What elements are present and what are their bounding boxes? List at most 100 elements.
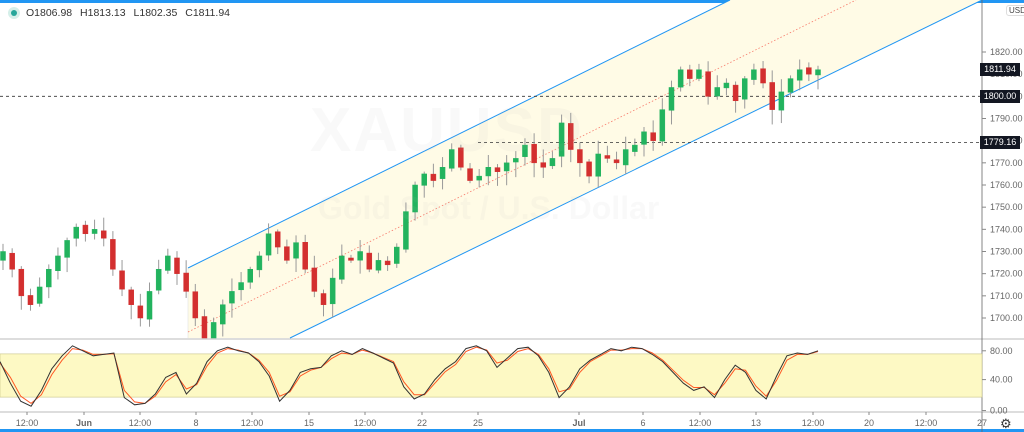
price-tag: 1779.16 [980, 136, 1020, 150]
candle-body [274, 231, 281, 248]
bottom-accent-bar [0, 429, 1024, 432]
candle-body [375, 260, 382, 271]
candle-body [687, 69, 693, 79]
candle-body [100, 230, 107, 239]
candle-body [723, 82, 730, 89]
candle-body [448, 149, 455, 169]
price-tick-label: 1750.00 [990, 202, 1023, 212]
candle-body [183, 272, 189, 292]
candle-body [467, 168, 473, 181]
candle-body [769, 82, 775, 110]
candle-body [604, 155, 611, 159]
time-tick-label: 22 [417, 418, 427, 428]
time-tick-label: Jul [572, 418, 585, 428]
time-tick-label: Jun [76, 418, 92, 428]
candle-body [714, 87, 721, 97]
candle-body [73, 226, 80, 239]
candle-body [540, 162, 547, 168]
price-tick-label: 1710.00 [990, 291, 1023, 301]
price-tick-label: 1790.00 [990, 114, 1023, 124]
time-tick-label: 13 [751, 418, 761, 428]
time-tick-label: 12:00 [802, 418, 825, 428]
candle-body [27, 295, 34, 305]
candle-body [732, 84, 739, 102]
candle-body [320, 293, 327, 305]
candle-body [595, 153, 601, 177]
candle-body [476, 175, 482, 181]
channel-lower-line [289, 0, 983, 339]
high-value: H1813.13 [80, 7, 126, 19]
candle-body [659, 109, 666, 142]
currency-label[interactable]: USD [1006, 5, 1024, 16]
candle-body [366, 252, 373, 270]
time-tick-label: 15 [304, 418, 314, 428]
time-tick-label: 12:00 [915, 418, 938, 428]
oscillator-tick-label: 80.00 [990, 346, 1013, 356]
candle-body [568, 123, 574, 150]
price-tick-label: 1820.00 [990, 47, 1023, 57]
candle-body [522, 144, 528, 157]
candle-body [256, 255, 263, 271]
candle-body [55, 255, 61, 271]
candle-body [586, 161, 592, 177]
candle-body [741, 78, 748, 100]
low-value: L1802.35 [133, 7, 178, 19]
candle-body [64, 240, 70, 258]
candle-body [815, 69, 821, 76]
candle-body [577, 149, 583, 164]
candle-body [82, 224, 89, 235]
candle-body [0, 251, 6, 261]
time-tick-label: 12:00 [689, 418, 712, 428]
candle-body [421, 173, 427, 186]
candle-body [485, 167, 492, 177]
time-tick-label: 12:00 [16, 418, 39, 428]
candle-body [394, 246, 400, 264]
candle-body [284, 246, 290, 261]
time-tick-label: 20 [864, 418, 874, 428]
price-tick-label: 1760.00 [990, 180, 1023, 190]
oscillator-tick-label: 40.00 [990, 375, 1013, 385]
oscillator-band [0, 353, 983, 398]
close-value: C1811.94 [185, 7, 230, 19]
candle-body [760, 68, 766, 84]
candle-body [357, 251, 363, 261]
candle-body [513, 158, 519, 163]
candle-body [210, 322, 217, 339]
candle-body [348, 257, 354, 261]
candle-body [650, 132, 656, 141]
time-tick-label: 12:00 [241, 418, 264, 428]
candle-body [146, 291, 153, 320]
price-tick-label: 1770.00 [990, 158, 1023, 168]
time-tick-label: 12:00 [354, 418, 377, 428]
candle-body [549, 158, 556, 167]
candle-body [238, 282, 244, 291]
candle-body [796, 69, 803, 81]
candle-body [201, 316, 208, 339]
candle-body [302, 241, 308, 270]
candle-body [751, 69, 757, 80]
candle-body [531, 143, 537, 164]
open-value: O1806.98 [26, 7, 73, 19]
candle-body [155, 268, 162, 291]
candle-body [174, 257, 180, 274]
candle-body [91, 229, 98, 234]
candle-body [293, 242, 299, 259]
time-tick-label: 25 [473, 418, 483, 428]
price-tag: 1811.94 [980, 63, 1020, 77]
candle-body [9, 252, 15, 270]
candle-body [613, 159, 620, 164]
candle-body [18, 268, 25, 297]
candle-body [458, 147, 464, 168]
candle-body [696, 69, 702, 79]
candle-body [46, 268, 52, 288]
candle-body [403, 211, 409, 250]
ohlc-values: O1806.98 H1813.13 L1802.35 C1811.94 [26, 7, 235, 19]
candle-body [412, 184, 418, 213]
price-tick-label: 1730.00 [990, 247, 1023, 257]
candle-body [165, 255, 171, 271]
candle-body [558, 122, 565, 157]
oscillator-tick-label: 0.00 [990, 406, 1008, 416]
gear-icon[interactable]: ⚙ [1000, 416, 1012, 431]
candle-body [705, 71, 711, 97]
